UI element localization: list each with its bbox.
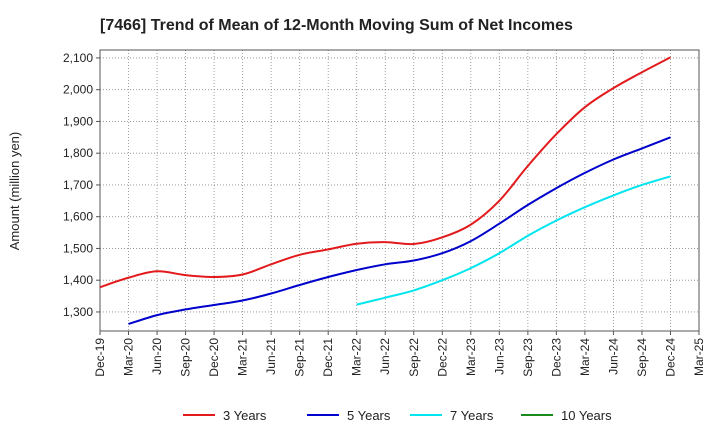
legend-label-7-years: 7 Years: [450, 408, 494, 423]
x-tick-label: Jun-24: [606, 338, 620, 375]
grid-lines: [100, 50, 699, 331]
x-tick-label: Sep-21: [293, 338, 307, 377]
y-tick-label: 1,300: [63, 305, 93, 319]
series-lines: [99, 56, 671, 325]
x-tick-label: Dec-20: [207, 338, 221, 377]
x-tick-label: Mar-20: [122, 338, 136, 376]
x-tick-label: Sep-22: [407, 338, 421, 377]
x-tick-label: Jun-22: [378, 338, 392, 375]
legend-label-5-years: 5 Years: [347, 408, 391, 423]
y-tick-label: 1,500: [63, 241, 93, 255]
x-tick-label: Sep-20: [179, 338, 193, 377]
legend: 3 Years 5 Years 7 Years 10 Years: [183, 408, 612, 423]
x-tick-label: Dec-24: [663, 338, 677, 377]
x-tick-label: Mar-24: [578, 338, 592, 376]
y-tick-label: 1,700: [63, 178, 93, 192]
x-tick-label: Dec-21: [321, 338, 335, 377]
legend-label-3-years: 3 Years: [223, 408, 267, 423]
x-tick-label: Sep-24: [635, 338, 649, 377]
x-tick-label: Mar-25: [692, 338, 706, 376]
plot-frame: [99, 49, 700, 332]
chart-title: [7466] Trend of Mean of 12-Month Moving …: [100, 17, 573, 34]
x-tick-label: Dec-22: [435, 338, 449, 377]
x-axis-ticks: Dec-19 Mar-20 Jun-20 Sep-20 Dec-20 Mar-21 Jun-…: [93, 331, 706, 377]
x-tick-label: Mar-23: [464, 338, 478, 376]
x-tick-label: Mar-22: [350, 338, 364, 376]
y-tick-label: 1,800: [63, 146, 93, 160]
x-tick-label: Mar-21: [236, 338, 250, 376]
x-tick-label: Jun-23: [492, 338, 506, 375]
x-tick-label: Jun-21: [264, 338, 278, 375]
series-line-3-years: [99, 56, 671, 289]
x-tick-label: Sep-23: [521, 338, 535, 377]
legend-label-10-years: 10 Years: [561, 408, 612, 423]
y-tick-label: 2,100: [63, 51, 93, 65]
y-tick-label: 1,600: [63, 210, 93, 224]
y-axis-ticks: 1,300 1,400 1,500 1,600 1,700 1,800 1,900 2,000…: [63, 51, 100, 319]
y-tick-label: 1,400: [63, 273, 93, 287]
series-line-5-years: [128, 136, 671, 325]
x-tick-label: Dec-19: [93, 338, 107, 377]
y-tick-label: 1,900: [63, 114, 93, 128]
series-line-7-years: [356, 175, 671, 306]
x-tick-label: Jun-20: [150, 338, 164, 375]
x-tick-label: Dec-23: [549, 338, 563, 377]
y-tick-label: 2,000: [63, 83, 93, 97]
y-axis-title: Amount (million yen): [7, 132, 22, 251]
